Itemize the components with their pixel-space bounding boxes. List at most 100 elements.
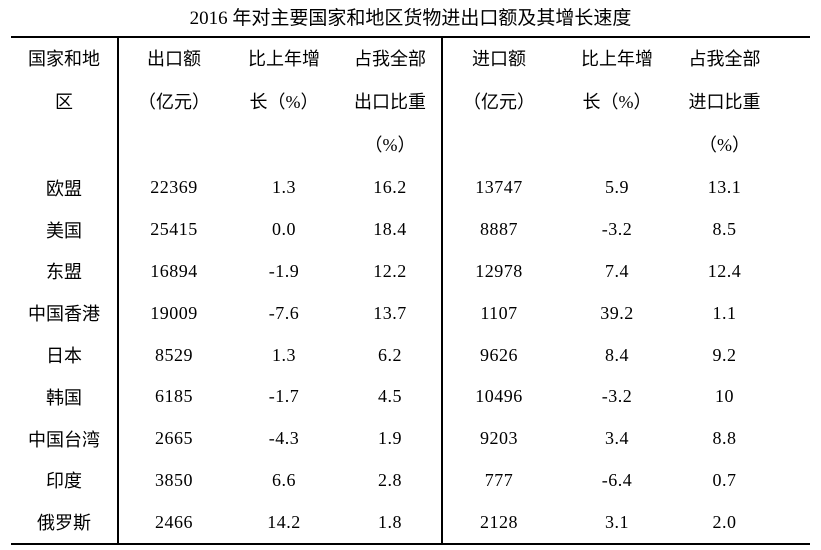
cell-export-growth: 1.3 [272, 177, 296, 198]
table-row: 日本 8529 1.3 6.2 9626 8.4 9.2 [11, 334, 810, 376]
cell-import-share: 8.5 [712, 219, 737, 240]
header-line: 区 [55, 92, 73, 112]
cell-export-share: 13.7 [339, 292, 443, 335]
header-line: 进口比重 [688, 92, 761, 112]
cell-export-growth: -1.7 [268, 386, 300, 407]
cell-export-value: 3850 [155, 469, 193, 490]
cell-import-growth: 3.4 [605, 428, 629, 449]
cell-import-value: 9203 [480, 428, 518, 449]
cell-export-growth: 14.2 [267, 511, 301, 532]
header-import-growth: 比上年增 长（%） [555, 38, 679, 167]
table-body: 欧盟 22369 1.3 16.2 13747 5.9 13.1 美国 2541… [11, 167, 810, 544]
table-row: 印度 3850 6.6 2.8 777 -6.4 0.7 [11, 459, 810, 502]
header-export-share: 占我全部 出口比重 （%） [339, 38, 443, 167]
cell-export-growth: 0.0 [272, 219, 296, 240]
cell-import-value: 8887 [480, 219, 518, 240]
cell-import-share: 0.7 [712, 469, 737, 490]
table-row: 韩国 6185 -1.7 4.5 10496 -3.2 10 [11, 375, 810, 418]
header-region: 国家和地 区 [11, 38, 119, 167]
cell-import-share: 12.4 [707, 260, 742, 281]
cell-export-growth: -1.9 [268, 260, 300, 281]
cell-export-value: 16894 [150, 260, 198, 281]
cell-export-share: 1.8 [339, 501, 443, 544]
cell-export-value: 25415 [150, 219, 198, 240]
cell-import-growth: 3.1 [605, 511, 629, 532]
cell-import-value: 9626 [480, 344, 518, 365]
header-line [119, 124, 229, 167]
cell-import-growth: 39.2 [600, 302, 634, 323]
cell-import-value: 1107 [480, 302, 518, 323]
header-line: （亿元） [463, 92, 535, 112]
cell-export-share: 6.2 [339, 334, 443, 376]
cell-export-share: 4.5 [339, 375, 443, 418]
cell-export-share: 1.9 [339, 417, 443, 460]
table-row: 东盟 16894 -1.9 12.2 12978 7.4 12.4 [11, 250, 810, 293]
cell-import-growth: 8.4 [605, 344, 629, 365]
cell-import-growth: -3.2 [601, 219, 633, 240]
cell-region: 中国台湾 [11, 417, 119, 460]
header-line: 进口额 [472, 49, 526, 69]
cell-export-value: 6185 [155, 386, 193, 407]
cell-import-share: 1.1 [712, 302, 737, 323]
header-line: 占我全部 [354, 49, 426, 69]
cell-import-share: 9.2 [712, 344, 737, 365]
header-line: 国家和地 [28, 49, 100, 69]
cell-export-value: 8529 [155, 344, 193, 365]
cell-import-value: 13747 [475, 177, 523, 198]
table-header-row: 国家和地 区 出口额 （亿元） 比上年增 长（%） 占我全部 出口比重 （%） … [11, 38, 810, 167]
cell-region: 美国 [11, 208, 119, 251]
cell-import-growth: 5.9 [605, 177, 629, 198]
header-line: 比上年增 [581, 49, 653, 69]
cell-import-value: 777 [484, 469, 514, 490]
table-title: 2016 年对主要国家和地区货物进出口额及其增长速度 [189, 8, 632, 29]
table-row: 中国台湾 2665 -4.3 1.9 9203 3.4 8.8 [11, 417, 810, 460]
header-line: （%） [699, 135, 750, 155]
cell-export-share: 18.4 [339, 208, 443, 251]
cell-region: 中国香港 [11, 292, 119, 335]
cell-region: 印度 [11, 459, 119, 502]
cell-import-share: 2.0 [712, 511, 737, 532]
cell-export-value: 2466 [155, 511, 193, 532]
header-line [229, 124, 339, 167]
header-import-share: 占我全部 进口比重 （%） [679, 38, 810, 167]
cell-region: 日本 [11, 334, 119, 376]
cell-import-value: 10496 [475, 386, 523, 407]
header-line: 比上年增 [248, 49, 320, 69]
cell-export-share: 2.8 [339, 459, 443, 502]
cell-import-growth: -3.2 [601, 386, 633, 407]
cell-import-value: 12978 [475, 260, 523, 281]
cell-import-value: 2128 [480, 511, 518, 532]
header-line [443, 124, 555, 167]
cell-export-value: 19009 [150, 302, 198, 323]
header-export-value: 出口额 （亿元） [119, 38, 229, 167]
cell-region: 东盟 [11, 250, 119, 293]
cell-import-share: 8.8 [712, 428, 737, 449]
header-line: （亿元） [138, 92, 210, 112]
header-line: 出口比重 [354, 92, 426, 112]
cell-export-growth: 1.3 [272, 344, 296, 365]
header-line: 出口额 [147, 49, 201, 69]
cell-export-value: 22369 [150, 177, 198, 198]
table-row: 美国 25415 0.0 18.4 8887 -3.2 8.5 [11, 208, 810, 251]
cell-export-share: 16.2 [339, 167, 443, 209]
header-line [555, 124, 679, 167]
cell-region: 韩国 [11, 375, 119, 418]
cell-export-growth: 6.6 [272, 469, 296, 490]
cell-export-value: 2665 [155, 428, 193, 449]
table-row: 欧盟 22369 1.3 16.2 13747 5.9 13.1 [11, 167, 810, 209]
cell-import-growth: 7.4 [605, 260, 629, 281]
cell-import-share: 13.1 [707, 177, 742, 198]
data-table: 国家和地 区 出口额 （亿元） 比上年增 长（%） 占我全部 出口比重 （%） … [11, 36, 810, 545]
cell-import-share: 10 [715, 386, 734, 407]
header-export-growth: 比上年增 长（%） [229, 38, 339, 167]
header-line: 长（%） [582, 92, 652, 112]
header-line: 占我全部 [688, 49, 761, 69]
header-line: 长（%） [249, 92, 319, 112]
cell-import-growth: -6.4 [601, 469, 633, 490]
table-row: 中国香港 19009 -7.6 13.7 1107 39.2 1.1 [11, 292, 810, 335]
header-import-value: 进口额 （亿元） [443, 38, 555, 167]
table-row: 俄罗斯 2466 14.2 1.8 2128 3.1 2.0 [11, 501, 810, 544]
cell-region: 欧盟 [11, 167, 119, 209]
cell-region: 俄罗斯 [11, 501, 119, 544]
